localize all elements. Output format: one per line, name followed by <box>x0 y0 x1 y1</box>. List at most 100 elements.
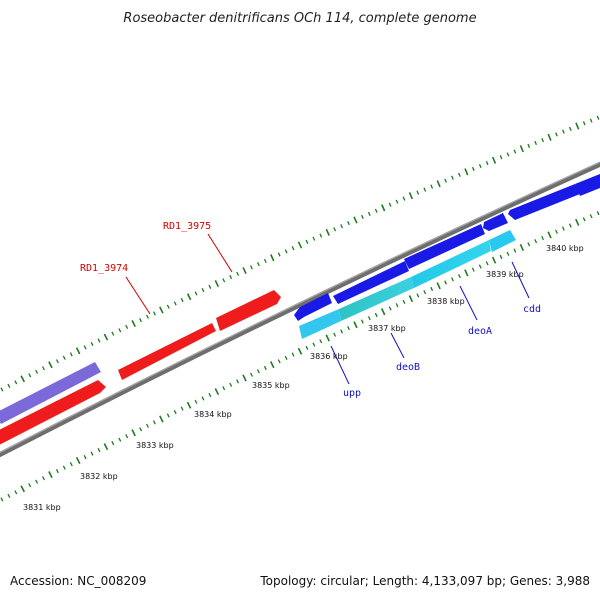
minor-tick <box>97 448 101 453</box>
gene-arrow-rd1-3975 <box>216 290 281 331</box>
minor-tick <box>451 277 454 282</box>
minor-tick <box>340 329 343 334</box>
major-tick <box>380 308 386 316</box>
major-tick <box>242 267 247 275</box>
major-tick <box>159 415 164 423</box>
tick-label: 3834 kbp <box>194 410 232 419</box>
minor-tick <box>305 239 309 244</box>
minor-tick <box>201 288 205 293</box>
minor-tick <box>360 319 364 324</box>
inner-tick-track <box>0 211 600 502</box>
major-tick <box>75 347 81 355</box>
major-tick <box>48 471 53 479</box>
minor-tick <box>374 208 378 213</box>
minor-tick <box>534 140 538 146</box>
tick-label: 3832 kbp <box>80 472 118 481</box>
minor-tick <box>596 211 600 216</box>
major-tick <box>131 320 136 327</box>
minor-tick <box>367 211 371 216</box>
minor-tick <box>430 184 434 189</box>
minor-tick <box>55 469 59 474</box>
major-tick <box>353 216 358 224</box>
minor-tick <box>499 155 503 160</box>
minor-tick <box>423 290 427 295</box>
major-tick <box>491 156 497 164</box>
major-tick <box>436 282 441 290</box>
minor-tick <box>541 235 544 241</box>
major-tick <box>547 133 552 141</box>
minor-tick <box>333 332 337 337</box>
minor-tick <box>83 345 87 350</box>
minor-tick <box>263 258 267 263</box>
major-tick <box>519 145 524 153</box>
major-tick <box>547 231 552 239</box>
minor-tick <box>305 345 309 350</box>
gene-arrow-rd1-3974 <box>118 323 216 380</box>
major-tick <box>214 280 220 288</box>
minor-tick <box>69 461 73 467</box>
minor-tick <box>485 261 489 266</box>
minor-tick <box>367 316 371 321</box>
minor-tick <box>485 160 489 166</box>
outer-tick-track <box>0 115 600 392</box>
minor-tick <box>35 479 39 484</box>
gene-arrow-blue-6 <box>575 174 600 196</box>
minor-tick <box>555 229 558 234</box>
minor-tick <box>416 190 420 195</box>
minor-tick <box>361 214 364 220</box>
gene-arrow-upp <box>299 309 341 339</box>
minor-tick <box>471 166 475 172</box>
gene-arrow-cdd <box>489 230 516 252</box>
minor-tick <box>146 423 149 428</box>
major-tick <box>381 204 386 212</box>
minor-tick <box>55 359 59 364</box>
minor-tick <box>562 129 565 134</box>
minor-tick <box>173 410 177 415</box>
accession-text: Accession: NC_008209 <box>10 574 146 588</box>
major-tick <box>242 374 247 382</box>
tick-label: 3839 kbp <box>486 270 524 279</box>
major-tick <box>464 168 469 176</box>
minor-tick <box>582 121 586 126</box>
major-tick <box>519 243 525 252</box>
minor-tick <box>97 338 101 343</box>
leader-line-upp <box>330 345 350 385</box>
minor-tick <box>568 223 572 228</box>
minor-tick <box>236 271 240 276</box>
gene-label-upp: upp <box>343 388 361 399</box>
gene-arrow-blue-3 <box>404 224 485 269</box>
minor-tick <box>111 331 115 336</box>
gene-arrow-red-left <box>0 380 106 445</box>
leader-line-deob <box>390 332 405 359</box>
minor-tick <box>284 355 288 360</box>
gene-arrow-blue-2 <box>333 261 409 304</box>
leader-line-rd1-3974 <box>125 276 151 315</box>
minor-tick <box>402 196 406 201</box>
minor-tick <box>146 314 149 319</box>
gene-label-deoa: deoA <box>468 326 492 337</box>
minor-tick <box>513 149 517 154</box>
minor-tick <box>222 386 226 391</box>
minor-tick <box>347 326 350 331</box>
reverse-strand-genes <box>294 174 600 339</box>
minor-tick <box>444 178 447 183</box>
major-tick <box>436 180 441 188</box>
minor-tick <box>263 365 267 371</box>
minor-tick <box>291 352 295 357</box>
minor-tick <box>28 483 32 488</box>
gene-label-rd1-3975: RD1_3975 <box>163 221 211 232</box>
genome-backbone-highlight <box>0 161 600 454</box>
minor-tick <box>388 306 392 311</box>
minor-tick <box>562 226 565 231</box>
minor-tick <box>201 396 205 401</box>
tick-label: 3833 kbp <box>136 441 174 450</box>
major-tick <box>20 375 26 383</box>
gene-arrow-blue-5 <box>508 184 580 220</box>
major-tick <box>325 334 330 342</box>
minor-tick <box>208 392 212 398</box>
major-tick <box>297 347 303 355</box>
leader-line-cdd <box>511 261 530 299</box>
minor-tick <box>527 143 531 148</box>
minor-tick <box>166 413 170 418</box>
